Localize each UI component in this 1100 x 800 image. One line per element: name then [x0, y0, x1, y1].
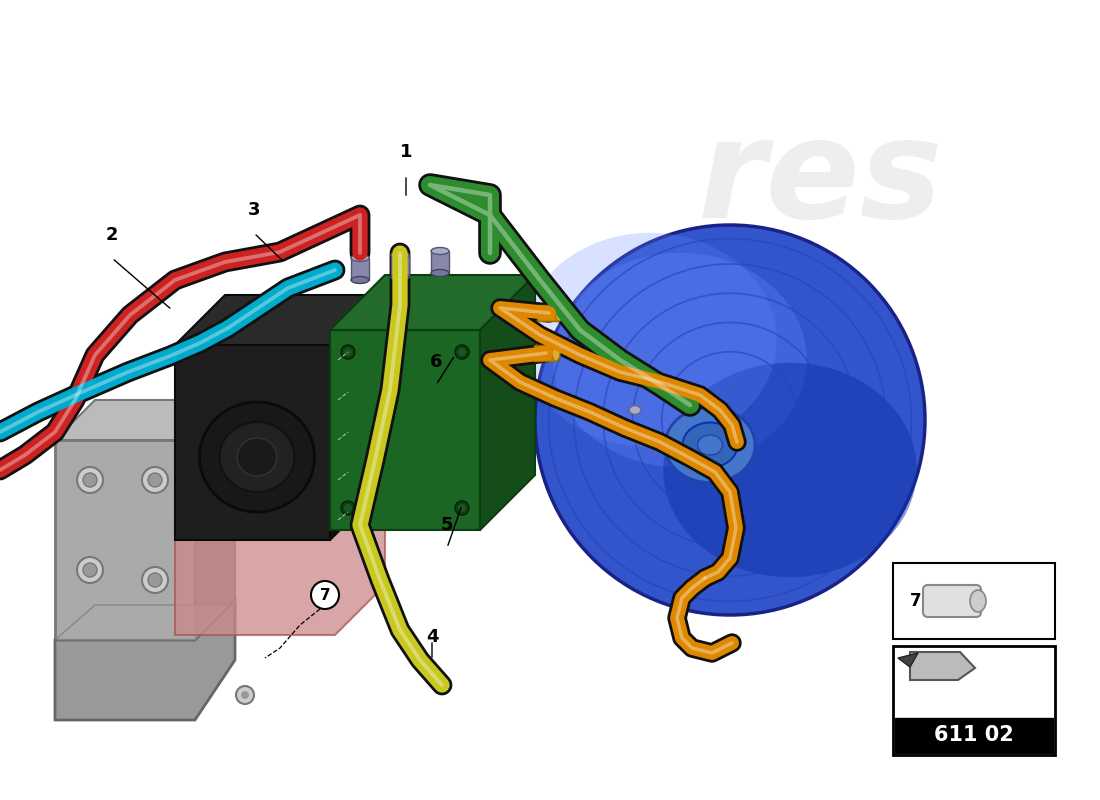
Ellipse shape	[390, 274, 409, 281]
Text: 2: 2	[106, 226, 119, 244]
Ellipse shape	[697, 435, 723, 455]
Ellipse shape	[431, 247, 449, 254]
Polygon shape	[537, 305, 559, 321]
Text: res: res	[697, 113, 943, 247]
FancyBboxPatch shape	[923, 585, 981, 617]
Polygon shape	[330, 295, 380, 540]
Polygon shape	[330, 275, 535, 330]
Ellipse shape	[552, 345, 560, 361]
Text: autoparts since 1985: autoparts since 1985	[614, 302, 785, 378]
Ellipse shape	[390, 251, 409, 258]
Circle shape	[82, 563, 97, 577]
Polygon shape	[330, 330, 480, 530]
Text: 4: 4	[426, 628, 438, 646]
Circle shape	[341, 345, 355, 359]
Polygon shape	[175, 475, 385, 635]
Ellipse shape	[556, 305, 563, 321]
Ellipse shape	[199, 402, 315, 512]
Ellipse shape	[666, 407, 755, 482]
Circle shape	[455, 501, 469, 515]
Circle shape	[344, 348, 352, 356]
Text: 611 02: 611 02	[934, 725, 1014, 745]
Polygon shape	[195, 400, 235, 660]
Circle shape	[241, 691, 249, 699]
Text: 1: 1	[399, 143, 412, 161]
Circle shape	[458, 504, 466, 512]
Text: 3: 3	[248, 201, 261, 219]
Circle shape	[455, 345, 469, 359]
Circle shape	[344, 504, 352, 512]
Ellipse shape	[553, 253, 806, 467]
Polygon shape	[910, 652, 975, 680]
Text: 7: 7	[320, 587, 330, 602]
Ellipse shape	[535, 225, 925, 615]
Polygon shape	[534, 345, 556, 361]
Polygon shape	[55, 600, 235, 720]
Ellipse shape	[682, 422, 737, 467]
Circle shape	[77, 467, 103, 493]
Ellipse shape	[970, 590, 986, 612]
Text: 6: 6	[430, 353, 442, 371]
Ellipse shape	[663, 362, 916, 578]
Ellipse shape	[351, 277, 369, 283]
Circle shape	[458, 348, 466, 356]
Text: 5: 5	[441, 516, 453, 534]
Ellipse shape	[629, 406, 641, 414]
Polygon shape	[175, 295, 380, 345]
FancyBboxPatch shape	[895, 718, 1053, 753]
Polygon shape	[390, 255, 409, 277]
Ellipse shape	[524, 233, 777, 447]
Circle shape	[82, 473, 97, 487]
Text: 7: 7	[910, 592, 922, 610]
Polygon shape	[431, 251, 449, 273]
Polygon shape	[55, 400, 235, 440]
Polygon shape	[55, 600, 235, 640]
Circle shape	[236, 686, 254, 704]
FancyBboxPatch shape	[893, 563, 1055, 639]
Ellipse shape	[634, 435, 646, 445]
Ellipse shape	[431, 270, 449, 277]
Circle shape	[142, 467, 168, 493]
Polygon shape	[55, 440, 195, 660]
Circle shape	[341, 501, 355, 515]
Polygon shape	[351, 258, 369, 280]
Circle shape	[148, 573, 162, 587]
Polygon shape	[175, 345, 330, 540]
Circle shape	[148, 473, 162, 487]
Circle shape	[311, 581, 339, 609]
Text: genuine parts since 1985: genuine parts since 1985	[518, 429, 761, 571]
Ellipse shape	[220, 422, 295, 492]
Circle shape	[142, 567, 168, 593]
Ellipse shape	[236, 438, 277, 476]
FancyBboxPatch shape	[893, 646, 1055, 755]
Polygon shape	[898, 653, 918, 667]
Ellipse shape	[351, 254, 369, 262]
Polygon shape	[480, 275, 535, 530]
Circle shape	[77, 557, 103, 583]
